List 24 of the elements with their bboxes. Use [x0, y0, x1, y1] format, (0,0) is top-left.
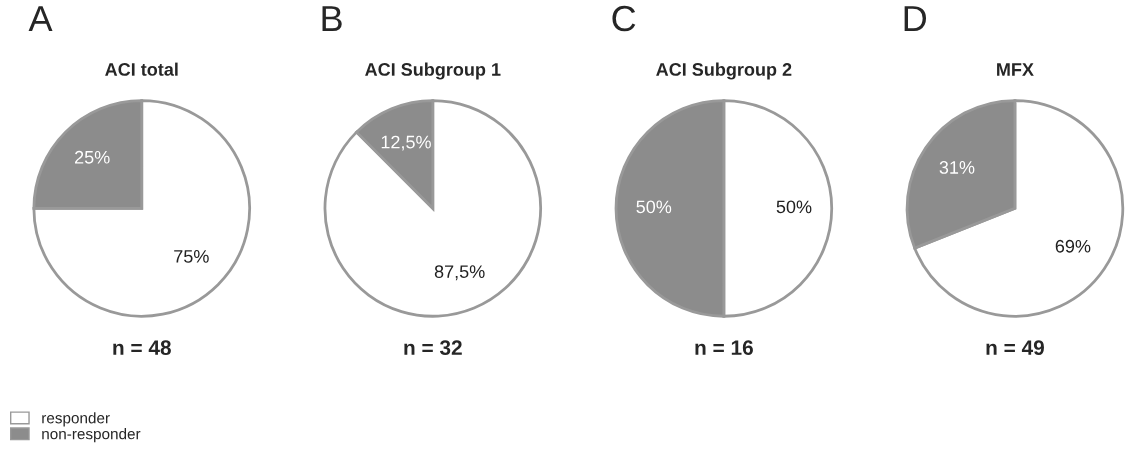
data-label: 50%: [776, 200, 812, 214]
chart-title: ACI Subgroup 1: [365, 62, 501, 80]
chart-title: ACI Subgroup 2: [656, 62, 792, 80]
text: n = 32: [404, 340, 462, 356]
data-label: 25%: [75, 150, 110, 164]
pie-slice: [323, 99, 543, 318]
text: n = 49: [986, 340, 1044, 356]
text: A: [28, 6, 53, 32]
legend-label: responder: [42, 412, 110, 427]
text: B: [322, 6, 342, 32]
data-label: 31%: [939, 161, 975, 174]
legend-label: non-responder: [42, 428, 141, 443]
data-label: 12,5%: [381, 135, 431, 151]
text: n = 16: [695, 340, 753, 356]
data-label: 50%: [636, 200, 672, 214]
text: D: [904, 6, 927, 32]
chart-title: MFX: [997, 63, 1034, 76]
data-label: 87,5%: [434, 265, 485, 281]
data-label: 69%: [1055, 239, 1091, 253]
chart-title: ACI total: [105, 62, 178, 76]
pie-slice: [32, 99, 251, 318]
text: C: [612, 5, 636, 32]
data-label: 75%: [174, 250, 209, 263]
text: n = 48: [113, 340, 171, 356]
